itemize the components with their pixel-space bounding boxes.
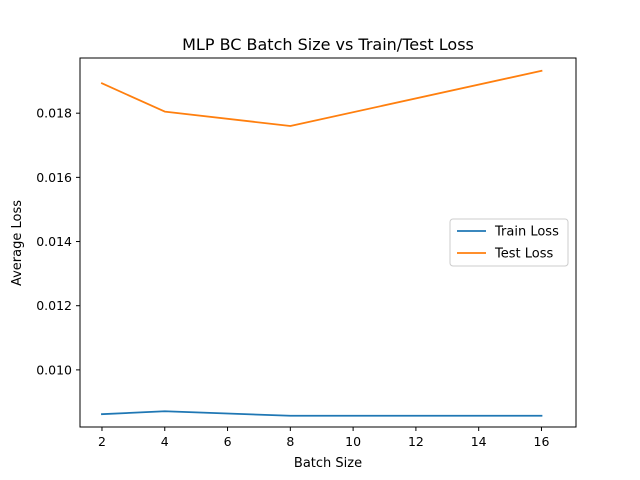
x-tick-label: 14	[471, 434, 487, 449]
axis-ticks: 2 4 6 8 10 12 14 16 0.010 0.012 0.014 0.016 0.018	[36, 106, 549, 449]
chart-title: MLP BC Batch Size vs Train/Test Loss	[182, 35, 474, 54]
x-tick-label: 10	[345, 434, 361, 449]
x-tick-label: 16	[534, 434, 550, 449]
legend-label-test-loss: Test Loss	[494, 247, 553, 262]
y-tick-label: 0.012	[36, 298, 72, 313]
y-tick-label: 0.010	[36, 362, 72, 377]
legend-label-train-loss: Train Loss	[494, 225, 559, 240]
plot-frame	[79, 57, 577, 428]
x-tick-label: 8	[286, 434, 294, 449]
series-line-train-loss	[101, 410, 543, 417]
x-tick-label: 2	[98, 434, 106, 449]
y-tick-label: 0.018	[36, 106, 72, 121]
series-line-test-loss	[100, 69, 543, 127]
legend: Train Loss Test Loss	[449, 218, 569, 267]
x-tick-label: 6	[224, 434, 232, 449]
x-axis-title: Batch Size	[294, 456, 362, 471]
y-tick-label: 0.014	[36, 234, 72, 249]
x-tick-label: 12	[408, 434, 424, 449]
y-tick-label: 0.016	[36, 170, 72, 185]
x-tick-label: 4	[161, 434, 169, 449]
y-axis-title: Average Loss	[10, 200, 25, 286]
plot-area	[79, 57, 577, 428]
